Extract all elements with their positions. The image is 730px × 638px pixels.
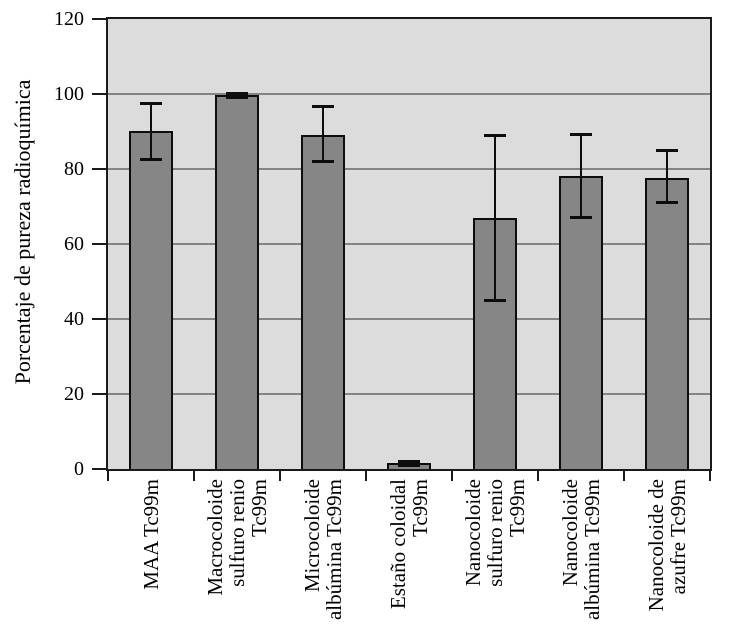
y-tick [92, 93, 106, 95]
x-axis-category-label: Nanocoloide de azufre Tc99m [644, 479, 690, 634]
x-tick [193, 471, 195, 481]
x-tick [107, 471, 109, 481]
y-tick-label: 100 [54, 83, 84, 105]
error-cap-top [140, 102, 162, 106]
y-tick [92, 168, 106, 170]
error-cap-top [312, 105, 334, 108]
error-cap-top [570, 133, 592, 137]
x-axis-category-label: Nanocoloide albúmina Tc99m [558, 479, 604, 634]
y-tick [92, 393, 106, 395]
error-cap-bottom [398, 464, 420, 467]
error-cap-top [484, 133, 506, 137]
x-axis-category-label-line: albúmina Tc99m [322, 479, 346, 621]
gridline [108, 93, 710, 95]
gridline [108, 243, 710, 245]
bar [559, 176, 603, 469]
error-bar [494, 134, 496, 302]
bar [301, 135, 345, 469]
x-axis-category-label-line: sulfuro renio [225, 479, 249, 587]
x-axis-category-label-line: Estaño coloidal [386, 479, 410, 610]
x-axis-category-label-line: Nanocoloide de [644, 479, 668, 612]
gridlines-layer [108, 19, 710, 469]
gridline [108, 318, 710, 320]
error-bar [322, 106, 324, 162]
plot-area [106, 17, 712, 471]
error-cap-bottom [656, 200, 678, 204]
error-bar [236, 92, 238, 98]
x-axis-category-label-line: azufre Tc99m [666, 479, 690, 595]
error-cap-top [226, 91, 248, 95]
x-axis-category-label-line: Macrocoloide [203, 479, 227, 596]
error-bar [150, 103, 152, 160]
x-axis-category-label-line: albúmina Tc99m [580, 479, 604, 621]
x-axis-category-label-line: Nanocoloide [461, 479, 485, 587]
x-tick [623, 471, 625, 481]
error-bar [666, 150, 668, 203]
error-cap-bottom [140, 157, 162, 161]
y-tick-label: 80 [64, 158, 84, 180]
error-cap-bottom [312, 159, 334, 163]
y-tick-label: 40 [64, 308, 84, 330]
y-tick-label: 0 [74, 458, 84, 480]
y-tick [92, 243, 106, 245]
bar [645, 178, 689, 469]
error-bar [408, 460, 410, 466]
y-tick [92, 468, 106, 470]
y-tick-label: 20 [64, 383, 84, 405]
x-tick [451, 471, 453, 481]
x-axis-category-label: Estaño coloidal Tc99m [386, 479, 432, 634]
gridline [108, 168, 710, 170]
error-cap-top [398, 459, 420, 463]
y-tick-label: 120 [54, 8, 84, 30]
x-axis-category-label-line: sulfuro renio [483, 479, 507, 587]
x-axis-category-label-line: Tc99m [408, 479, 432, 538]
error-cap-top [656, 149, 678, 153]
bars-layer [108, 19, 710, 469]
error-cap-bottom [484, 299, 506, 303]
bar [129, 131, 173, 469]
x-axis-category-label-line: Tc99m [505, 479, 529, 538]
bar [215, 95, 259, 469]
y-tick [92, 18, 106, 20]
error-cap-bottom [226, 95, 248, 99]
x-tick [365, 471, 367, 481]
gridline [108, 393, 710, 395]
x-axis-category-label-line: Microcoloide [300, 479, 324, 593]
x-axis-category-label: Nanocoloide sulfuro renio Tc99m [461, 479, 529, 634]
error-cap-bottom [570, 215, 592, 219]
x-tick [709, 471, 711, 481]
x-tick [537, 471, 539, 481]
x-axis-category-label-line: Nanocoloide [558, 479, 582, 587]
x-axis-category-label: MAA Tc99m [139, 479, 163, 634]
y-tick-label: 60 [64, 233, 84, 255]
y-tick [92, 318, 106, 320]
x-axis-category-label-line: Tc99m [247, 479, 271, 538]
x-tick [279, 471, 281, 481]
x-axis-category-label-line: MAA Tc99m [139, 479, 163, 590]
x-axis-category-label: Microcoloide albúmina Tc99m [300, 479, 346, 634]
x-axis-category-label: Macrocoloide sulfuro renio Tc99m [203, 479, 271, 634]
error-bar [580, 134, 582, 218]
